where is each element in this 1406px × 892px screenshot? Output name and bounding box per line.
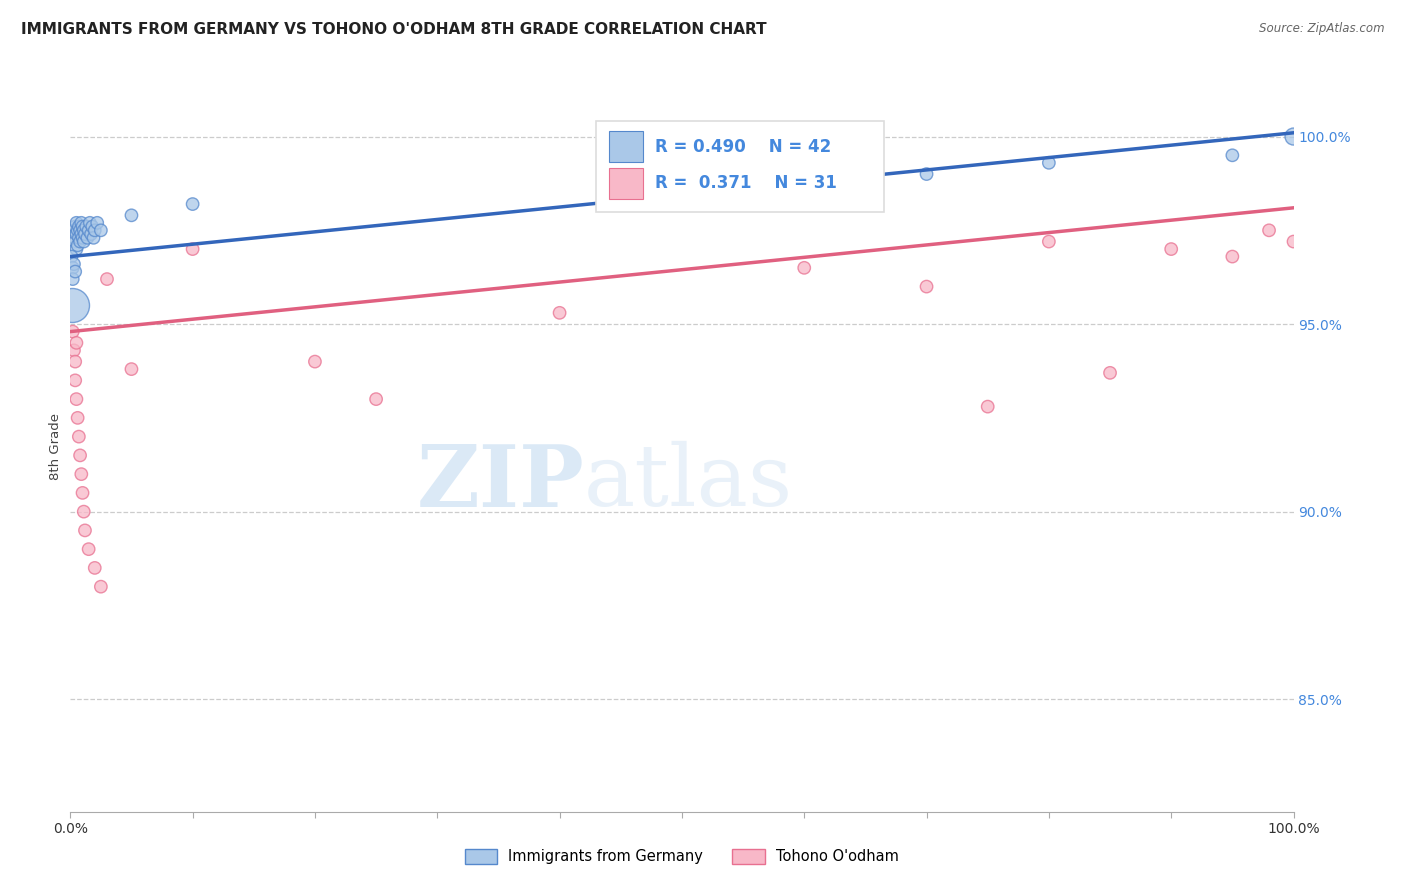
Point — [73, 227, 96, 241]
Y-axis label: 8th Grade: 8th Grade — [49, 412, 62, 480]
Point — [69, 223, 91, 237]
Point — [77, 542, 100, 557]
Point — [62, 272, 84, 286]
Point — [181, 197, 204, 211]
Point — [1258, 223, 1281, 237]
Point — [76, 231, 98, 245]
Point — [66, 238, 89, 252]
Point — [63, 264, 86, 278]
Point — [1220, 148, 1243, 162]
Point — [67, 231, 90, 245]
Point — [63, 223, 86, 237]
Text: ZIP: ZIP — [416, 441, 583, 524]
Bar — [609, 131, 643, 162]
Point — [73, 524, 96, 538]
Point — [96, 272, 118, 286]
Text: Source: ZipAtlas.com: Source: ZipAtlas.com — [1260, 22, 1385, 36]
Point — [63, 219, 86, 234]
Legend: Immigrants from Germany, Tohono O'odham: Immigrants from Germany, Tohono O'odham — [458, 843, 905, 871]
Point — [65, 335, 87, 350]
Point — [73, 223, 96, 237]
Point — [67, 429, 90, 443]
Point — [1282, 129, 1305, 144]
Point — [70, 216, 93, 230]
Point — [75, 219, 97, 234]
Point — [915, 279, 938, 293]
Point — [65, 392, 87, 406]
Point — [80, 227, 103, 241]
Point — [83, 561, 105, 575]
Point — [1099, 366, 1122, 380]
Point — [83, 223, 105, 237]
Point — [66, 223, 89, 237]
Point — [73, 235, 96, 249]
Point — [72, 219, 94, 234]
Point — [63, 343, 86, 358]
Point — [121, 208, 143, 222]
Point — [181, 242, 204, 256]
Point — [976, 400, 998, 414]
Point — [66, 410, 89, 425]
Point — [72, 231, 94, 245]
Point — [60, 298, 83, 312]
Point — [548, 306, 571, 320]
Point — [82, 219, 104, 234]
Point — [70, 467, 93, 482]
Point — [69, 235, 91, 249]
Point — [63, 235, 86, 249]
Text: atlas: atlas — [583, 441, 793, 524]
Point — [67, 219, 90, 234]
Point — [83, 231, 105, 245]
Point — [79, 216, 101, 230]
Point — [86, 216, 108, 230]
Text: R =  0.371    N = 31: R = 0.371 N = 31 — [655, 175, 837, 193]
Point — [69, 449, 91, 463]
Point — [366, 392, 388, 406]
Point — [63, 257, 86, 271]
Point — [77, 223, 100, 237]
Text: IMMIGRANTS FROM GERMANY VS TOHONO O'ODHAM 8TH GRADE CORRELATION CHART: IMMIGRANTS FROM GERMANY VS TOHONO O'ODHA… — [21, 22, 766, 37]
Point — [915, 167, 938, 181]
Point — [63, 231, 86, 245]
Point — [72, 486, 94, 500]
Point — [63, 354, 86, 368]
Point — [65, 216, 87, 230]
Point — [1038, 156, 1060, 170]
Point — [90, 580, 112, 594]
Bar — [609, 168, 643, 199]
Point — [62, 260, 84, 275]
Point — [1282, 235, 1305, 249]
Point — [1220, 250, 1243, 264]
FancyBboxPatch shape — [596, 120, 884, 212]
Point — [793, 260, 815, 275]
Point — [70, 227, 93, 241]
Point — [62, 325, 84, 339]
Point — [90, 223, 112, 237]
Point — [1038, 235, 1060, 249]
Point — [65, 227, 87, 241]
Point — [793, 160, 815, 174]
Point — [73, 505, 96, 519]
Point — [60, 250, 83, 264]
Point — [1160, 242, 1182, 256]
Point — [63, 373, 86, 387]
Point — [65, 242, 87, 256]
Point — [121, 362, 143, 376]
Point — [304, 354, 326, 368]
Text: R = 0.490    N = 42: R = 0.490 N = 42 — [655, 138, 831, 156]
